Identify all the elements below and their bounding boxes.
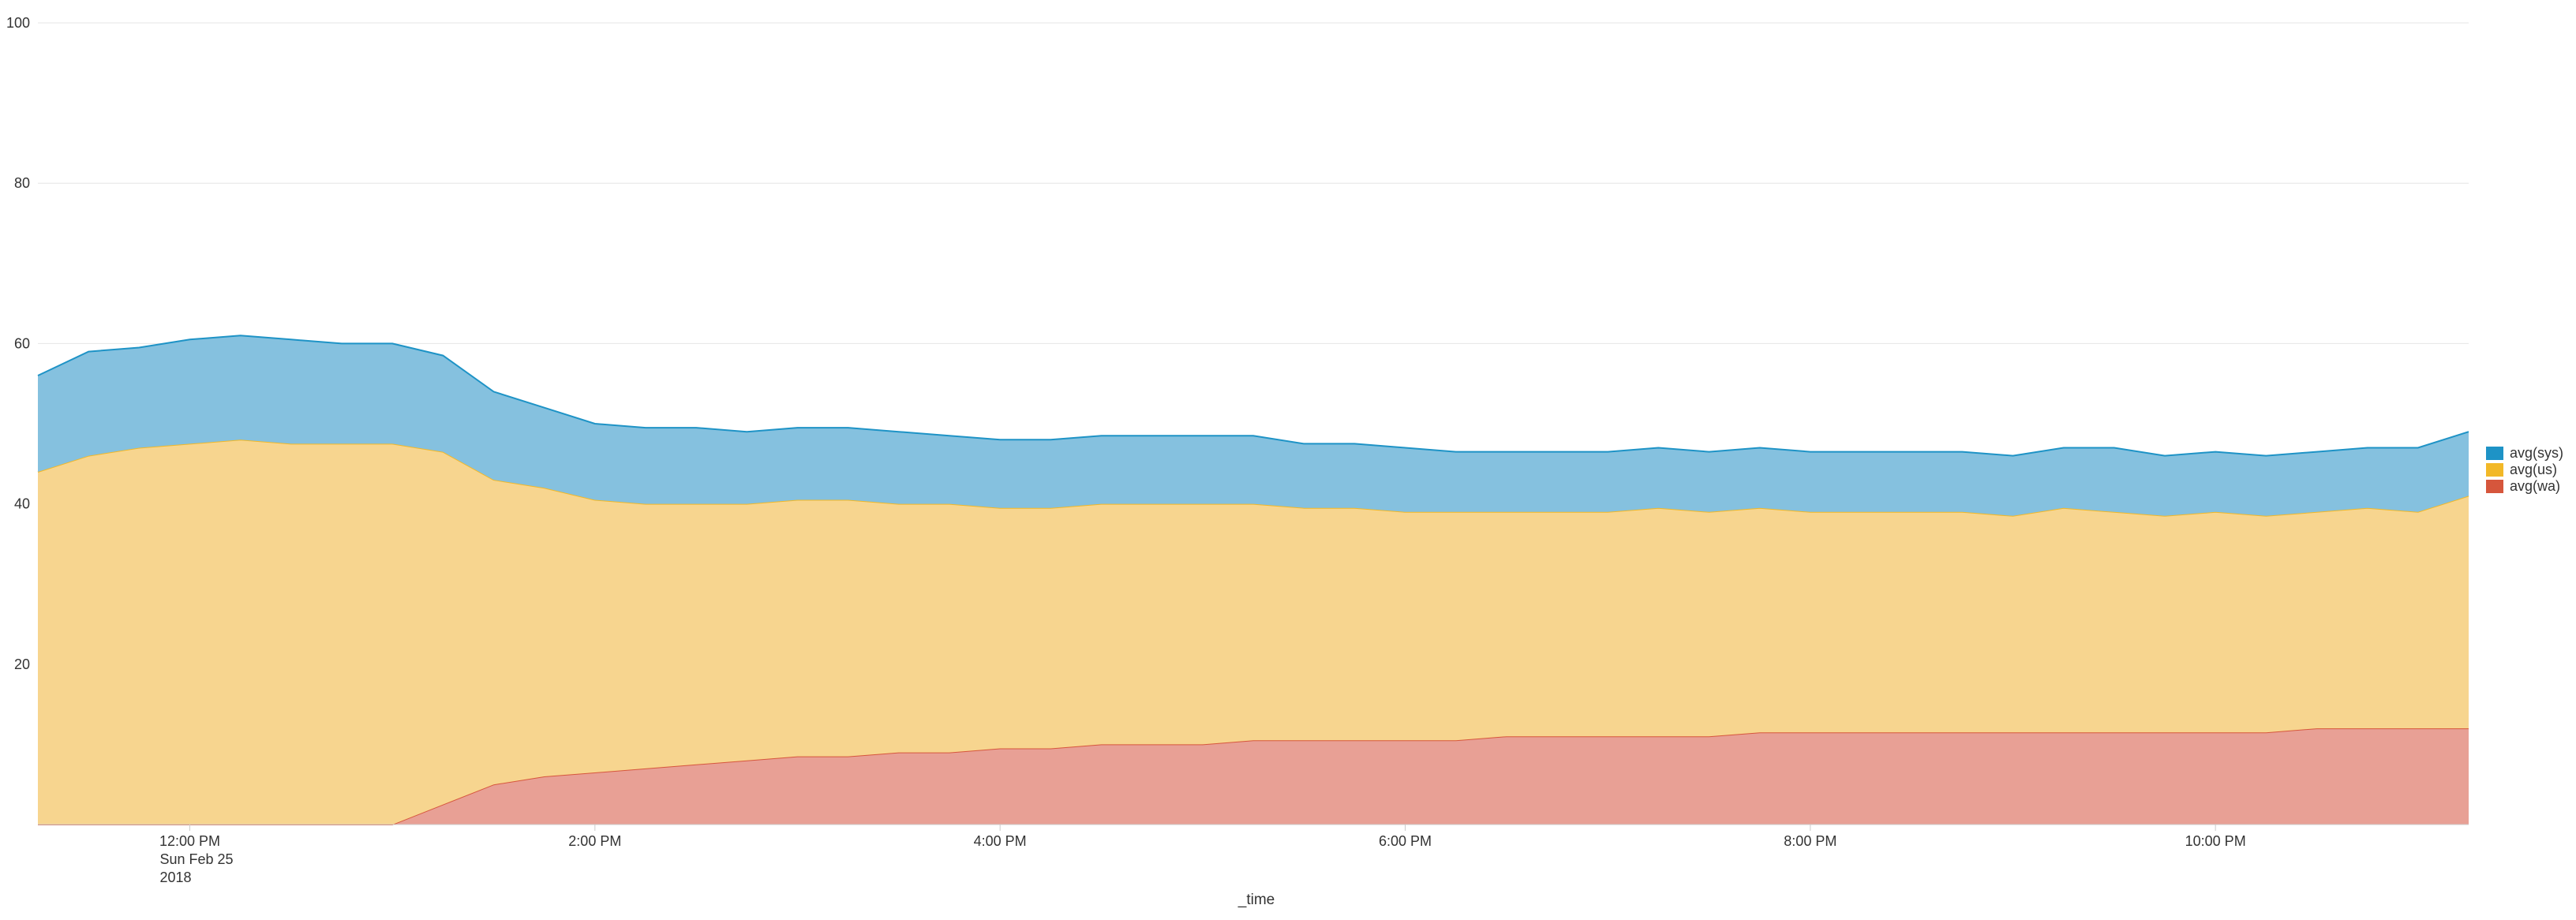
x-tick-label: 10:00 PM (2185, 833, 2246, 849)
y-tick-label: 100 (6, 15, 30, 31)
y-tick-label: 80 (14, 175, 30, 191)
x-axis-title: _time (1237, 892, 1275, 908)
x-tick-label: 4:00 PM (974, 833, 1027, 849)
y-tick-label: 60 (14, 335, 30, 351)
legend-label: avg(wa) (2510, 478, 2561, 494)
area-avg-sys- (38, 335, 2469, 516)
y-tick-label: 40 (14, 496, 30, 512)
y-tick-label: 20 (14, 656, 30, 672)
legend-swatch (2486, 447, 2503, 460)
legend-item[interactable]: avg(sys) (2486, 445, 2563, 462)
area-avg-us- (38, 439, 2469, 825)
legend-label: avg(us) (2510, 462, 2558, 477)
x-tick-label: 6:00 PM (1379, 833, 1432, 849)
x-tick-date-label: Sun Feb 25 (160, 851, 234, 867)
x-tick-year-label: 2018 (160, 870, 192, 885)
y-axis: 100 80 60 40 20 (6, 15, 30, 672)
legend-swatch (2486, 480, 2503, 493)
line-avg-sys- (37, 335, 2469, 457)
legend-swatch (2486, 463, 2503, 477)
legend-item[interactable]: avg(us) (2486, 462, 2563, 478)
x-tick-label: 8:00 PM (1784, 833, 1837, 849)
x-tick-label: 12:00 PM (159, 833, 220, 849)
x-tick-label: 2:00 PM (568, 833, 621, 849)
chart-legend: avg(sys) avg(us) avg(wa) (2486, 445, 2563, 495)
legend-label: avg(sys) (2510, 445, 2564, 461)
legend-item[interactable]: avg(wa) (2486, 478, 2563, 495)
area-avg-wa- (38, 728, 2469, 825)
x-axis: 12:00 PM Sun Feb 25 2018 2:00 PM 4:00 PM 6:00… (38, 824, 2469, 885)
area-series (37, 335, 2469, 825)
